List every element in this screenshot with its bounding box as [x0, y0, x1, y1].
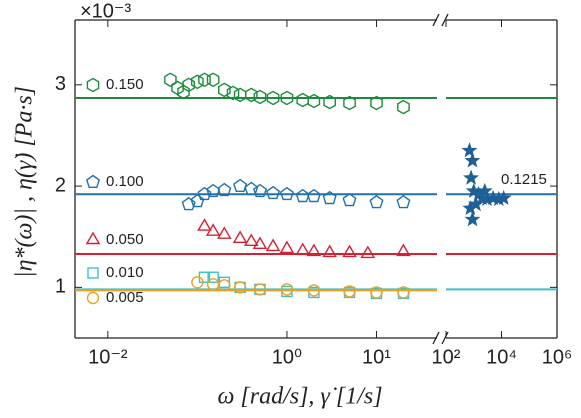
marker: [343, 95, 356, 111]
marker: [266, 185, 281, 200]
legend-label: 0.010: [106, 264, 144, 281]
marker: [233, 178, 248, 193]
y-scale-label: ×10⁻³: [80, 0, 131, 22]
marker: [322, 244, 337, 258]
marker: [206, 278, 220, 291]
marker: [280, 90, 294, 106]
marker: [198, 72, 211, 88]
marker: [342, 244, 357, 258]
marker: [307, 284, 321, 297]
marker: [295, 242, 311, 256]
legend-label: 0.100: [106, 173, 144, 190]
marker: [396, 243, 411, 257]
marker: [190, 74, 204, 90]
marker: [307, 93, 321, 109]
marker: [397, 99, 410, 115]
marker: [476, 182, 493, 198]
y-tick-label: 2: [55, 174, 66, 196]
marker: [197, 218, 212, 231]
marker: [396, 194, 411, 209]
marker: [296, 92, 309, 108]
marker: [397, 286, 410, 299]
marker: [369, 194, 384, 209]
y-tick-label: 3: [55, 73, 66, 95]
marker: [370, 95, 383, 111]
marker: [306, 188, 321, 203]
legend-marker: [86, 291, 100, 305]
marker: [464, 152, 481, 168]
x-tick-label: 10⁶: [542, 346, 572, 368]
marker: [207, 271, 219, 283]
marker: [463, 169, 479, 185]
marker: [253, 283, 267, 296]
legend-label: 0.050: [106, 231, 144, 248]
frame: [74, 13, 558, 345]
marker: [266, 90, 280, 106]
x-axis-title: ω [rad/s], γ̇ [1/s]: [217, 384, 382, 410]
marker: [217, 182, 232, 197]
marker: [495, 189, 512, 205]
marker: [461, 142, 478, 158]
y-axis-title: |η*(ω)| , η(γ̇) [Pa·s]: [12, 86, 38, 278]
legend-label: 0.005: [106, 289, 144, 306]
marker: [190, 193, 205, 208]
x-tick-label: 10⁻²: [88, 346, 128, 368]
marker: [322, 190, 337, 205]
marker: [252, 236, 268, 250]
marker: [197, 186, 212, 201]
marker: [279, 240, 295, 254]
marker: [295, 188, 310, 203]
marker: [181, 196, 196, 211]
marker: [218, 279, 231, 292]
marker: [243, 233, 259, 247]
marker: [265, 238, 281, 252]
marker: [164, 72, 177, 88]
marker: [280, 283, 294, 296]
legend-marker: [85, 174, 101, 189]
x-tick-label: 10¹: [362, 346, 391, 368]
marker: [244, 87, 258, 103]
marker: [206, 72, 220, 88]
marker: [343, 285, 356, 298]
marker: [279, 186, 294, 201]
marker: [217, 226, 232, 239]
marker: [464, 211, 481, 227]
marker: [205, 223, 221, 236]
marker: [462, 200, 479, 216]
marker: [323, 94, 336, 110]
x-tick-label: 10²: [432, 346, 461, 368]
marker: [218, 276, 231, 288]
marker: [182, 77, 196, 93]
legend-label: 0.150: [106, 76, 144, 93]
marker: [233, 281, 247, 294]
marker: [252, 183, 268, 198]
marker: [306, 243, 322, 257]
marker: [342, 192, 357, 207]
x-tick-label: 10⁰: [272, 346, 302, 368]
series-label: 0.1215: [501, 171, 547, 188]
marker: [232, 230, 248, 244]
marker: [370, 286, 383, 299]
legend-marker: [86, 77, 100, 93]
marker: [217, 82, 231, 98]
y-tick-label: 1: [55, 276, 66, 298]
marker: [253, 89, 267, 105]
marker: [233, 87, 247, 103]
marker: [191, 276, 204, 289]
legend-marker: [87, 267, 99, 279]
legend-marker: [85, 231, 101, 245]
marker: [360, 245, 376, 259]
marker: [177, 84, 190, 100]
x-tick-label: 10⁴: [486, 346, 517, 368]
